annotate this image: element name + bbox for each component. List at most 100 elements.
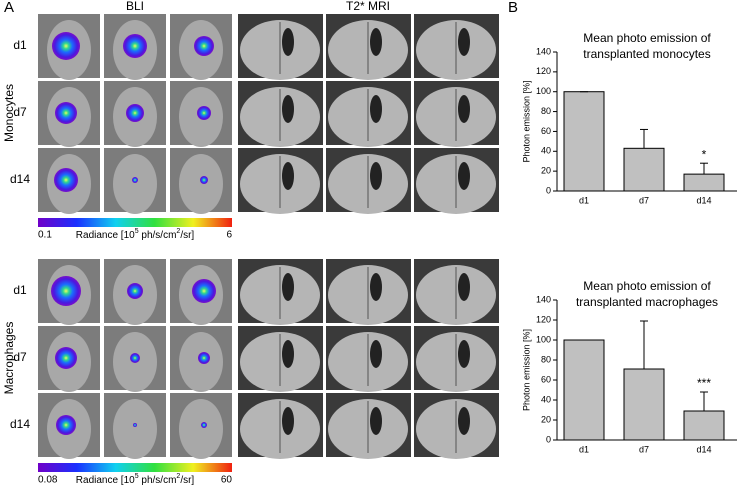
row-label: d14	[10, 417, 30, 431]
bli-signal	[200, 176, 208, 184]
x-tick-label: d7	[639, 195, 649, 205]
y-tick-label: 80	[541, 354, 551, 364]
bli-signal	[54, 168, 78, 192]
bli-signal	[123, 34, 147, 58]
y-axis-label: Photon emission [%]	[521, 329, 531, 411]
group-label: Macrophages	[2, 322, 16, 395]
bar	[683, 173, 725, 192]
bli-signal	[198, 352, 210, 364]
ventricle	[282, 407, 294, 435]
y-tick-label: 60	[541, 374, 551, 384]
bli-signal	[194, 36, 214, 56]
label-part: /sr]	[180, 230, 194, 241]
label-part: ph/s/cm	[139, 230, 177, 241]
ventricle	[458, 28, 470, 56]
significance: *	[702, 147, 707, 161]
row-label: d7	[13, 350, 27, 364]
x-tick-label: d1	[579, 444, 589, 454]
y-tick-label: 120	[536, 314, 551, 324]
ventricle	[458, 407, 470, 435]
column-header: T2* MRI	[346, 0, 390, 13]
y-tick-label: 40	[541, 394, 551, 404]
bli-signal	[126, 104, 144, 122]
mouse-head	[179, 154, 223, 214]
bar	[563, 91, 605, 192]
colorbar-max: 60	[221, 475, 233, 486]
y-tick-label: 100	[536, 86, 551, 96]
colorbar	[38, 218, 232, 227]
ventricle	[458, 95, 470, 123]
mouse-head	[179, 399, 223, 459]
ventricle	[370, 273, 382, 301]
colorbar-min: 0.08	[38, 475, 58, 486]
ventricle	[370, 407, 382, 435]
y-tick-label: 120	[536, 66, 551, 76]
label-part: 5	[135, 473, 139, 480]
bar	[623, 368, 665, 441]
y-tick-label: 20	[541, 166, 551, 176]
bli-signal	[51, 276, 81, 306]
group-label: Monocytes	[2, 84, 16, 142]
bli-signal	[55, 347, 77, 369]
panel-label: B	[508, 0, 518, 16]
ventricle	[370, 340, 382, 368]
bli-signal	[133, 423, 137, 427]
row-label: d7	[13, 105, 27, 119]
label-part: ph/s/cm	[139, 475, 177, 486]
bar	[563, 339, 605, 441]
label-part: 2	[176, 473, 180, 480]
bli-signal	[127, 283, 143, 299]
label-part: 2	[176, 228, 180, 235]
label-part: 5	[135, 228, 139, 235]
bli-signal	[132, 177, 138, 183]
y-tick-label: 60	[541, 126, 551, 136]
column-header: BLI	[126, 0, 144, 13]
x-tick-label: d1	[579, 195, 589, 205]
colorbar-max: 6	[226, 230, 232, 241]
y-tick-label: 0	[546, 434, 551, 444]
bli-signal	[130, 353, 140, 363]
ventricle	[458, 273, 470, 301]
bli-signal	[56, 415, 76, 435]
row-label: d14	[10, 172, 30, 186]
x-tick-label: d14	[696, 195, 711, 205]
significance: ***	[697, 376, 711, 390]
row-label: d1	[13, 283, 27, 297]
chart-title: Mean photo emission of transplanted mono…	[583, 31, 711, 61]
ventricle	[282, 162, 294, 190]
ventricle	[282, 273, 294, 301]
ventricle	[282, 340, 294, 368]
bar	[623, 147, 665, 192]
y-tick-label: 140	[536, 294, 551, 304]
ventricle	[370, 95, 382, 123]
x-tick-label: d14	[696, 444, 711, 454]
mouse-head	[113, 399, 157, 459]
y-tick-label: 100	[536, 334, 551, 344]
row-label: d1	[13, 38, 27, 52]
mouse-head	[113, 154, 157, 214]
y-tick-label: 140	[536, 46, 551, 56]
label-part: Radiance [10	[76, 230, 135, 241]
bli-signal	[197, 106, 211, 120]
y-axis-label: Photon emission [%]	[521, 80, 531, 162]
bli-signal	[201, 422, 207, 428]
y-tick-label: 20	[541, 414, 551, 424]
colorbar-label: Radiance [105 ph/s/cm2/sr]	[76, 228, 195, 240]
y-tick-label: 0	[546, 185, 551, 195]
y-tick-label: 80	[541, 106, 551, 116]
y-tick-label: 40	[541, 146, 551, 156]
label-part: Radiance [10	[76, 475, 135, 486]
ventricle	[282, 28, 294, 56]
bli-signal	[52, 32, 80, 60]
bli-signal	[192, 279, 216, 303]
ventricle	[370, 28, 382, 56]
bar	[683, 410, 725, 441]
label-part: /sr]	[180, 475, 194, 486]
x-tick-label: d7	[639, 444, 649, 454]
bli-signal	[55, 102, 77, 124]
ventricle	[458, 340, 470, 368]
panel-label: A	[4, 0, 14, 16]
ventricle	[458, 162, 470, 190]
